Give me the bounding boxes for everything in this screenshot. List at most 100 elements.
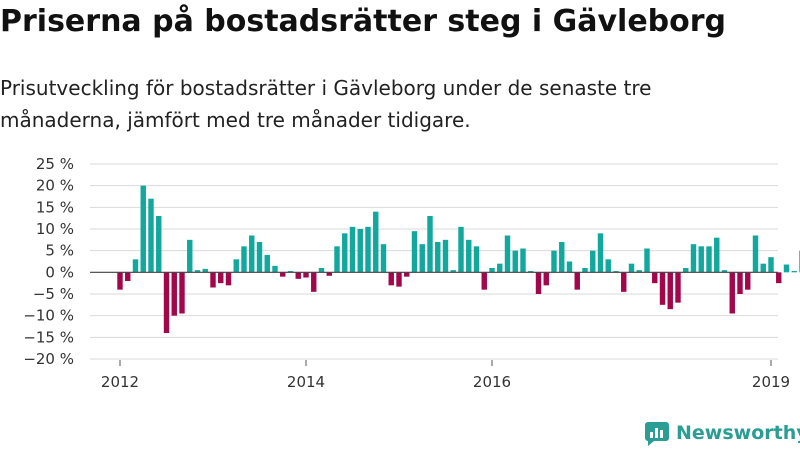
bar bbox=[318, 268, 325, 273]
bar bbox=[264, 255, 270, 273]
x-tick-label: 2019 bbox=[752, 373, 790, 391]
bar bbox=[745, 272, 751, 290]
bar bbox=[148, 198, 154, 273]
bar bbox=[613, 271, 619, 273]
bar bbox=[481, 272, 487, 290]
y-tick-label: −15 % bbox=[23, 328, 74, 346]
bar bbox=[559, 242, 565, 273]
y-tick-label: 5 % bbox=[45, 242, 74, 260]
bar bbox=[574, 272, 580, 290]
bar bbox=[597, 233, 604, 273]
bar bbox=[706, 246, 712, 273]
bar bbox=[721, 270, 728, 273]
x-axis-ticks: 2012201420162019202120232025 bbox=[101, 360, 790, 391]
bar bbox=[396, 272, 402, 287]
x-tick-label: 2016 bbox=[473, 373, 511, 391]
bar bbox=[512, 250, 518, 273]
bar bbox=[590, 250, 596, 273]
bar bbox=[171, 272, 177, 316]
bar bbox=[582, 268, 588, 273]
bar bbox=[380, 244, 387, 273]
x-tick-label: 2012 bbox=[101, 373, 139, 391]
y-tick-label: 20 % bbox=[36, 177, 74, 195]
y-tick-label: −10 % bbox=[23, 307, 74, 325]
bar bbox=[458, 226, 464, 273]
y-tick-label: 15 % bbox=[36, 198, 74, 216]
bar bbox=[357, 229, 363, 273]
bar bbox=[117, 272, 123, 290]
bar bbox=[760, 263, 766, 273]
bar bbox=[659, 272, 666, 305]
bar bbox=[303, 272, 309, 278]
chart-subtitle: Prisutveckling för bostadsrätter i Gävle… bbox=[0, 76, 652, 132]
y-tick-label: 25 % bbox=[36, 155, 74, 173]
bar bbox=[419, 244, 425, 273]
bar bbox=[179, 272, 185, 314]
bar bbox=[435, 242, 441, 273]
newsworthy-logo-icon bbox=[645, 422, 669, 446]
bar bbox=[528, 271, 534, 273]
bar bbox=[543, 272, 549, 286]
bar bbox=[287, 271, 294, 273]
bar bbox=[497, 263, 503, 273]
bar bbox=[272, 265, 278, 273]
bar bbox=[187, 239, 193, 273]
bar bbox=[752, 235, 759, 273]
bar bbox=[667, 272, 673, 310]
bar bbox=[241, 246, 247, 273]
bar bbox=[551, 250, 557, 273]
bar bbox=[125, 272, 131, 281]
bar bbox=[365, 226, 371, 273]
bar bbox=[504, 235, 511, 273]
bar bbox=[311, 272, 317, 292]
bar bbox=[249, 235, 255, 273]
bar bbox=[698, 246, 704, 273]
bar bbox=[342, 233, 348, 273]
y-axis-ticks: 25 % 20 % 15 % 10 % 5 % 0 % −5 % −10 % −15 % −20 … bbox=[23, 155, 74, 368]
bar bbox=[256, 242, 263, 273]
bar bbox=[334, 246, 340, 273]
bar bbox=[427, 216, 433, 273]
bar bbox=[225, 272, 232, 286]
bar bbox=[628, 263, 635, 273]
bar bbox=[520, 248, 526, 273]
bar bbox=[163, 272, 170, 333]
grid-lines bbox=[90, 163, 778, 360]
bar bbox=[473, 246, 480, 273]
bar bbox=[690, 244, 697, 273]
bar bbox=[566, 261, 573, 273]
y-tick-label: −5 % bbox=[33, 285, 74, 303]
bar bbox=[768, 257, 774, 273]
bar bbox=[411, 231, 418, 273]
bar bbox=[373, 211, 379, 273]
bar bbox=[295, 272, 301, 279]
bar bbox=[210, 272, 216, 288]
bar bbox=[194, 270, 201, 273]
bar bbox=[621, 272, 627, 292]
y-tick-label: −20 % bbox=[23, 350, 74, 368]
bar bbox=[132, 259, 139, 273]
bar bbox=[404, 272, 410, 277]
bar bbox=[156, 216, 162, 273]
bar bbox=[776, 272, 782, 284]
chart-title: Priserna på bostadsrätter steg i Gävlebo… bbox=[0, 4, 727, 39]
bar bbox=[218, 272, 224, 284]
bar bbox=[652, 272, 658, 284]
bar bbox=[605, 259, 611, 273]
brand-name: Newsworthy bbox=[676, 422, 800, 444]
x-tick-label: 2014 bbox=[287, 373, 325, 391]
y-tick-label: 10 % bbox=[36, 220, 74, 238]
bar bbox=[714, 237, 720, 273]
bar bbox=[729, 272, 735, 314]
bar bbox=[388, 272, 394, 286]
bar bbox=[202, 268, 208, 273]
bar bbox=[140, 185, 146, 273]
bar bbox=[535, 272, 542, 294]
bar bbox=[737, 272, 743, 294]
bar bbox=[644, 248, 650, 273]
bar bbox=[442, 239, 449, 273]
bar bbox=[326, 272, 332, 276]
bar bbox=[280, 272, 286, 277]
bar bbox=[450, 270, 456, 273]
